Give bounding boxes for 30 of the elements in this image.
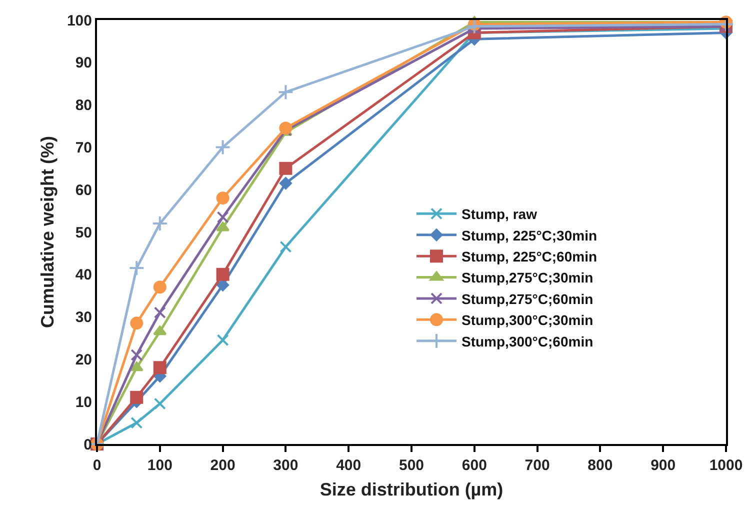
y-tick-label: 20 [75,351,92,368]
y-axis-title: Cumulative weight (%) [38,136,58,328]
legend-label: Stump, 225°C;60min [462,248,598,265]
legend-label: Stump,275°C;30min [462,270,594,286]
x-tick-label: 900 [650,457,676,474]
x-tick-label: 300 [273,457,298,474]
x-tick-label: 200 [210,457,236,474]
y-tick-label: 0 [84,436,92,454]
x-tick-label: 400 [336,457,362,474]
y-tick-label: 50 [75,224,92,242]
y-tick-label: 100 [66,12,92,30]
legend-label: Stump,300°C;30min [462,312,594,328]
y-tick-label: 30 [75,309,92,326]
y-tick-label: 40 [75,266,92,284]
legend-label: Stump,275°C;60min [462,290,594,307]
x-tick-label: 800 [588,457,613,474]
y-tick-label: 90 [75,54,92,72]
x-axis-title: Size distribution (µm) [320,480,504,500]
legend-label: Stump,300°C;60min [462,333,594,350]
y-tick-label: 70 [75,139,92,156]
x-tick-label: 100 [147,457,172,474]
x-tick-label: 500 [398,457,424,474]
x-tick-label: 600 [462,457,487,474]
x-tick-label: 700 [524,457,550,474]
y-tick-label: 10 [75,394,92,411]
legend-label: Stump, 225°C;30min [462,227,598,244]
y-tick-label: 80 [75,97,92,114]
x-tick-label: 1000 [709,457,743,474]
y-tick-label: 60 [75,182,92,199]
legend-label: Stump, raw [462,206,538,222]
